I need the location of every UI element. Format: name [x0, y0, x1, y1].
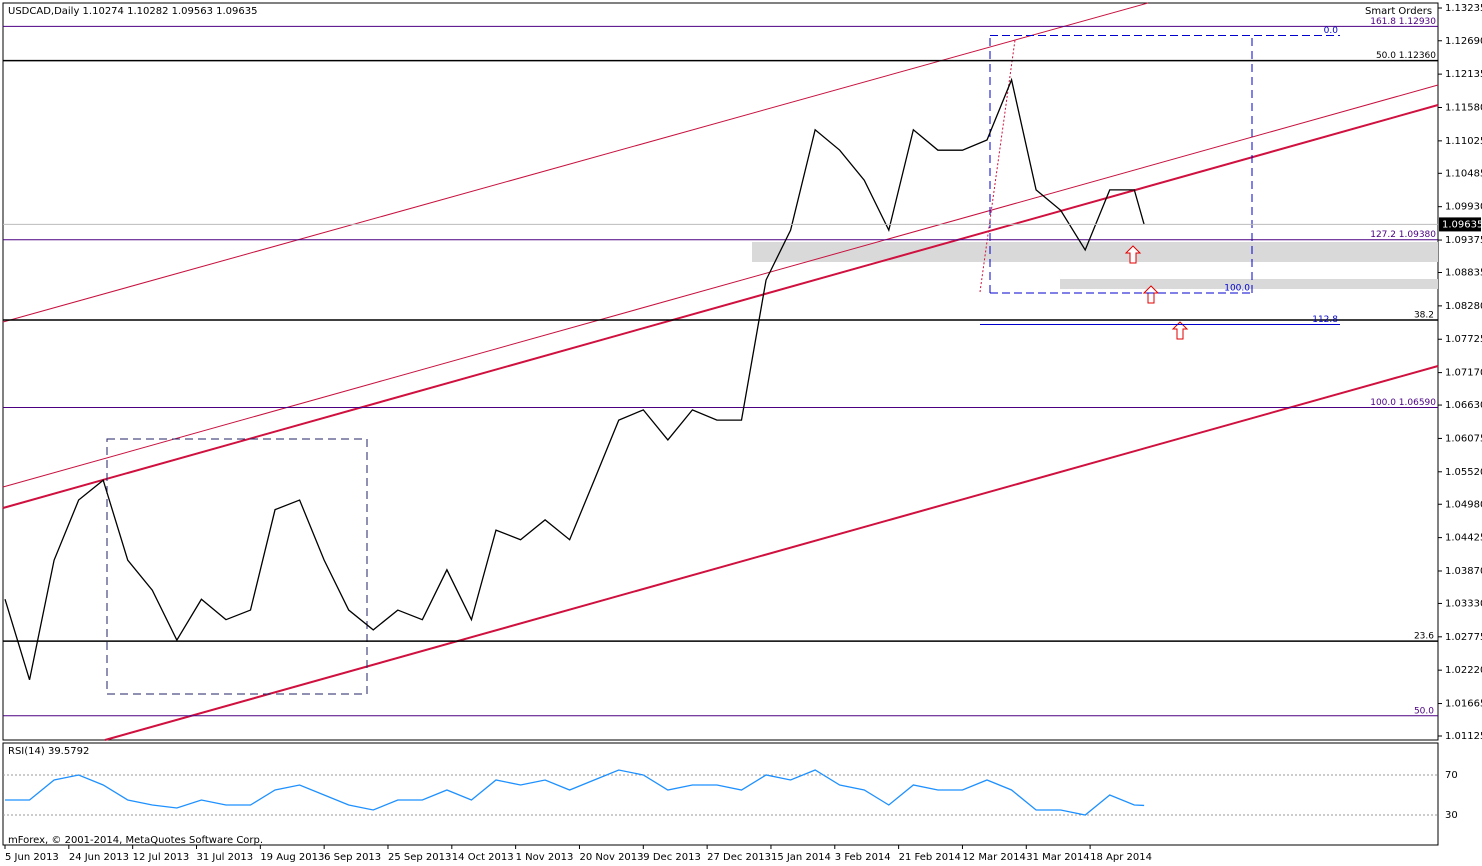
arrow — [1124, 245, 1142, 264]
y-tick-label: 1.09375 — [1445, 235, 1482, 246]
x-tick-label: 31 Jul 2013 — [196, 852, 253, 863]
level-price: 1.09380 — [1399, 230, 1436, 240]
channel-line — [104, 365, 1439, 741]
last-price-box — [1439, 217, 1481, 232]
level-price: 1.06590 — [1399, 398, 1436, 408]
level-price: 1.12360 — [1399, 51, 1436, 61]
x-tick-label: 6 Sep 2013 — [324, 852, 381, 863]
channel-line — [2, 84, 1439, 488]
corner-label: Smart Orders — [1365, 6, 1432, 17]
y-tick-label: 1.10485 — [1445, 168, 1482, 179]
x-tick-label: 14 Oct 2013 — [452, 852, 514, 863]
x-tick-label: 18 Apr 2014 — [1090, 852, 1152, 863]
level-ratio: 23.6 — [1414, 632, 1434, 642]
y-tick-label: 1.13235 — [1445, 3, 1482, 14]
y-tick-label: 1.04980 — [1445, 499, 1482, 510]
level-ratio: 38.2 — [1414, 311, 1434, 321]
x-tick-label: 24 Jun 2013 — [69, 852, 129, 863]
channel-line — [2, 2, 1149, 323]
x-tick-label: 3 Feb 2014 — [835, 852, 891, 863]
y-tick-label: 1.12135 — [1445, 69, 1482, 80]
y-tick-label: 1.06075 — [1445, 433, 1482, 444]
x-tick-label: 9 Dec 2013 — [643, 852, 701, 863]
zone — [752, 242, 1438, 262]
y-tick-label: 1.09930 — [1445, 202, 1482, 213]
level-ratio: 50.0 — [1376, 51, 1396, 61]
y-tick-label: 1.03330 — [1445, 598, 1482, 609]
level-price: 1.12930 — [1399, 17, 1436, 27]
level-ratio: 50.0 — [1414, 706, 1434, 716]
price-panel — [2, 2, 1439, 741]
level-ratio: 161.8 — [1370, 17, 1396, 27]
x-tick-label: 19 Aug 2013 — [260, 852, 324, 863]
x-tick-label: 5 Jun 2013 — [5, 852, 59, 863]
dotted-line — [979, 39, 1016, 293]
arrows — [1124, 245, 1189, 340]
arrow — [1142, 285, 1160, 304]
y-tick-label: 1.08280 — [1445, 301, 1482, 312]
x-tick-label: 31 Mar 2014 — [1026, 852, 1089, 863]
level-ratio: 0.0 — [1324, 26, 1339, 36]
y-tick-label: 1.04425 — [1445, 533, 1482, 544]
footer: mForex, © 2001-2014, MetaQuotes Software… — [8, 835, 263, 846]
rsi-panel — [2, 742, 1439, 846]
y-tick-label: 1.01665 — [1445, 699, 1482, 710]
level-ratio: 100.0 — [1370, 398, 1396, 408]
y-tick-label: 1.06630 — [1445, 400, 1482, 411]
x-tick-label: 12 Jul 2013 — [133, 852, 190, 863]
x-tick-label: 27 Dec 2013 — [707, 852, 771, 863]
rsi-title: RSI(14) 39.5792 — [8, 746, 89, 757]
level-ratio: 127.2 — [1370, 230, 1396, 240]
channel-line — [2, 104, 1439, 509]
y-tick-label: 1.02775 — [1445, 632, 1482, 643]
x-tick-label: 12 Mar 2014 — [962, 852, 1025, 863]
x-tick-label: 20 Nov 2013 — [579, 852, 643, 863]
rsi-tick-label: 70 — [1445, 770, 1458, 781]
dashed-box — [106, 438, 368, 695]
level-ratio: 112.8 — [1312, 315, 1338, 325]
level-ratio: 100.0 — [1224, 283, 1250, 293]
series-line — [4, 77, 1145, 680]
y-tick-label: 1.02220 — [1445, 665, 1482, 676]
x-tick-label: 25 Sep 2013 — [388, 852, 451, 863]
channel — [2, 2, 1439, 741]
y-tick-label: 1.12690 — [1445, 36, 1482, 47]
y-tick-label: 1.07170 — [1445, 368, 1482, 379]
series-line — [5, 769, 1145, 816]
rsi-tick-label: 30 — [1445, 810, 1458, 821]
y-tick-label: 1.08835 — [1445, 268, 1482, 279]
x-tick-label: 15 Jan 2014 — [771, 852, 831, 863]
y-tick-label: 1.05520 — [1445, 467, 1482, 478]
y-tick-label: 1.11025 — [1445, 136, 1482, 147]
y-tick-label: 1.11580 — [1445, 102, 1482, 113]
zone — [1060, 279, 1438, 289]
chart-title: USDCAD,Daily 1.10274 1.10282 1.09563 1.0… — [8, 6, 258, 17]
x-tick-label: 1 Nov 2013 — [516, 852, 574, 863]
arrow — [1171, 321, 1189, 340]
y-tick-label: 1.07725 — [1445, 334, 1482, 345]
last-price-label: 1.09635 — [1442, 219, 1482, 230]
y-tick-label: 1.03870 — [1445, 566, 1482, 577]
x-tick-label: 21 Feb 2014 — [899, 852, 961, 863]
